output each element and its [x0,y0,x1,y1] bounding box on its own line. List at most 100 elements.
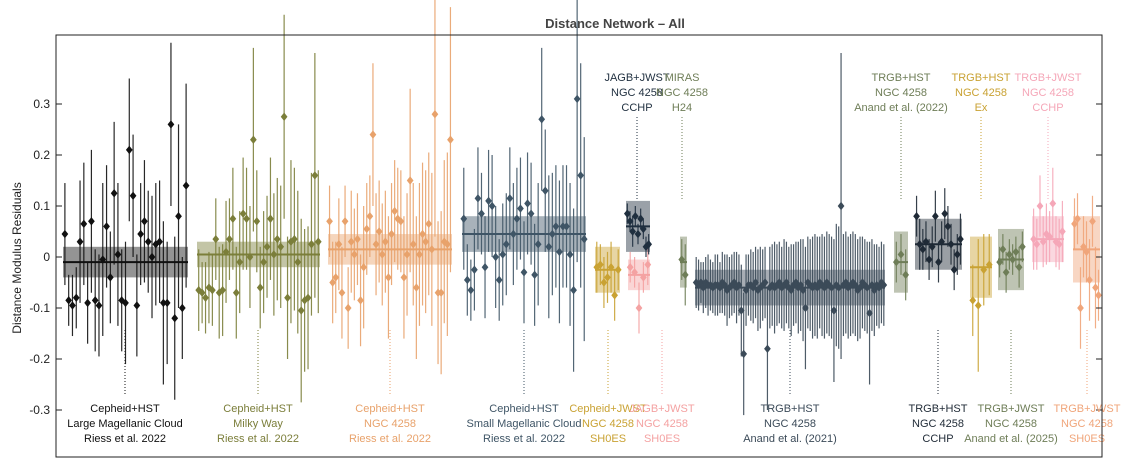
data-point [397,217,405,226]
data-point [160,298,167,308]
data-point [270,250,278,259]
data-point [875,283,883,292]
group-trgb-jwst-anand25 [996,228,1026,293]
data-point [95,301,103,310]
data-point [357,296,364,305]
data-point [644,260,652,269]
data-point [287,237,295,246]
data-point [385,273,392,282]
data-point [110,189,118,198]
data-point [311,171,319,180]
data-point [513,214,521,223]
data-point [922,237,930,246]
data-point [577,171,585,180]
data-point [447,135,454,144]
group-cep-mw [195,14,322,403]
data-point [133,301,141,310]
data-point [144,237,152,246]
data-point [263,242,271,251]
data-point [284,293,291,302]
data-point [215,288,223,297]
group-label-line: TRGB+HST [952,72,1011,84]
data-point [545,242,553,251]
data-point [728,280,736,290]
group-label-line: NGC 4258 [364,418,416,430]
data-point [335,240,343,249]
data-point [443,240,451,249]
y-tick-label: 0.2 [33,148,50,162]
group-label-line: CCHP [1032,102,1063,114]
data-point [600,278,608,287]
data-point [1019,242,1026,251]
data-point [580,234,588,244]
group-label-line: SH0ES [644,433,680,445]
data-point [492,252,500,262]
y-tick-label: 0.1 [33,199,50,213]
data-point [72,293,80,302]
data-point [629,227,637,236]
data-point [681,270,689,280]
data-point [301,296,308,305]
data-point [870,285,878,295]
data-point [437,288,445,297]
data-point [291,234,298,244]
group-label-line: TRGB+JWST [1054,403,1121,415]
data-point [69,301,76,310]
data-point [326,217,333,226]
data-point [267,214,274,223]
data-point [297,306,305,315]
data-point [156,237,163,246]
group-label-line: NGC 4258 [656,87,708,99]
data-point [502,240,510,249]
data-point [835,283,843,292]
data-point [1043,229,1050,239]
group-miras [678,236,689,306]
data-point [212,234,220,244]
group-trgb-jwst-sh0es [1071,193,1102,349]
data-point [369,130,377,139]
data-point [419,229,426,239]
group-label-line: Riess et al. 2022 [349,433,431,445]
group-label-line: NGC 4258 [985,418,1037,430]
chart-title: Distance Network – All [545,16,685,31]
data-point [524,199,531,208]
data-point [137,229,145,239]
data-point [1077,303,1084,313]
data-point [623,209,631,218]
data-point [723,285,731,295]
data-point [428,245,436,254]
data-point [222,247,230,257]
group-label-line: Riess et al. 2022 [483,433,565,445]
data-point [273,234,281,244]
data-point [329,278,337,287]
data-point [996,257,1003,267]
data-point [919,245,927,254]
data-point [866,308,873,318]
data-point [481,263,489,272]
data-point [614,265,622,274]
group-label-line: Cepheid+HST [90,403,160,415]
data-point [811,280,819,290]
data-point [239,209,247,218]
data-point [947,240,955,249]
data-point [1009,255,1016,264]
data-point [1086,275,1093,285]
data-point [332,273,340,282]
data-point [103,222,110,231]
y-tick-label: -0.1 [29,301,50,315]
data-point [534,240,542,249]
group-label-line: Cepheid+HST [223,403,293,415]
data-point [416,250,423,259]
data-point [902,270,910,280]
data-point [425,219,433,229]
data-point [178,303,186,313]
data-point [400,273,408,282]
group-cep-n4258 [326,0,454,375]
data-point [928,242,936,251]
group-trgb-anand22 [892,231,910,301]
data-point [941,209,949,218]
data-point [892,257,900,267]
group-label-line: CCHP [922,433,953,445]
data-point [253,217,261,226]
group-label-line: MIRAS [665,72,700,84]
